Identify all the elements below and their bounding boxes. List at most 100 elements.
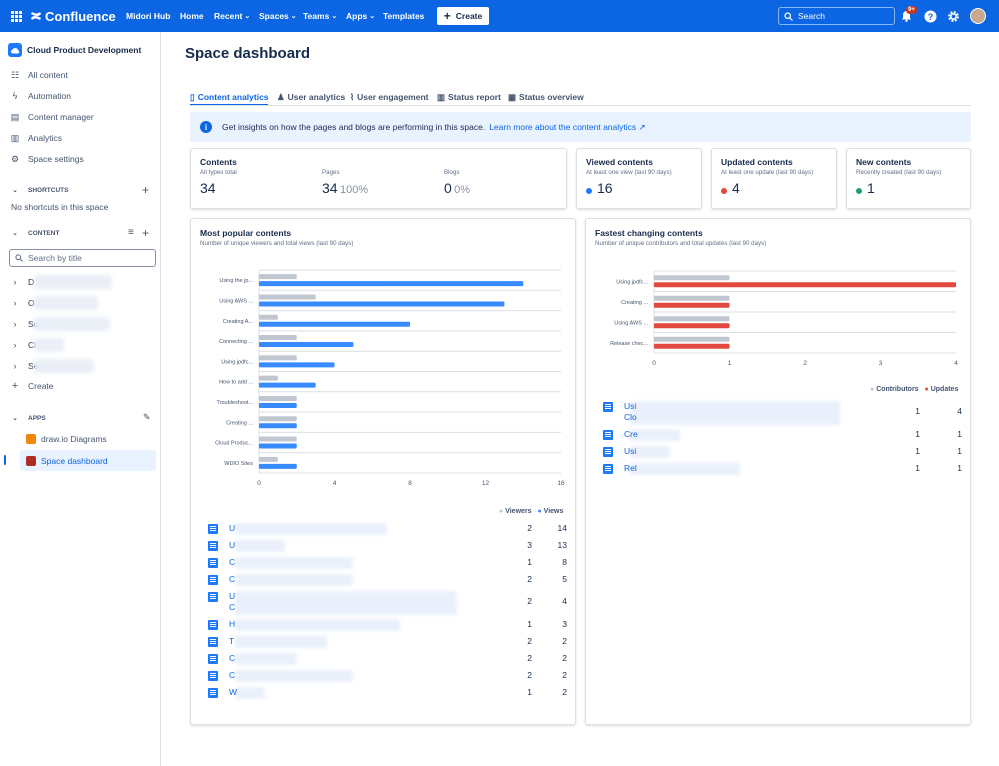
bar-updates[interactable] — [654, 282, 956, 288]
content-title-link[interactable]: Rel — [624, 463, 637, 473]
user-avatar[interactable] — [970, 8, 986, 24]
filter-icon[interactable]: ≡ — [128, 227, 134, 238]
content-title-link[interactable]: Usi — [624, 446, 637, 456]
sidebar-item-automation[interactable]: ϟ Automation — [8, 87, 156, 105]
add-content-icon[interactable]: + — [142, 226, 150, 240]
notifications-icon[interactable] — [901, 0, 912, 32]
bar-viewers[interactable] — [259, 274, 297, 280]
bar-viewers[interactable] — [259, 416, 297, 422]
space-header[interactable]: Cloud Product Development — [8, 41, 156, 59]
content-title-link[interactable]: Clo — [624, 412, 637, 422]
bar-updates[interactable] — [654, 343, 730, 349]
content-title-link[interactable]: C — [229, 653, 236, 663]
tree-item[interactable]: › D — [8, 273, 156, 291]
bar-views[interactable] — [259, 321, 410, 327]
tab-label: Status overview — [519, 92, 584, 102]
bar-contributors[interactable] — [654, 295, 730, 301]
content-title-link[interactable]: U — [229, 591, 236, 601]
nav-home[interactable]: Home — [180, 0, 204, 32]
blurred-title — [235, 670, 353, 682]
y-tick-label: Using AWS ... — [219, 298, 253, 304]
add-shortcut-icon[interactable]: + — [142, 183, 150, 197]
bar-views[interactable] — [259, 281, 524, 287]
shortcuts-section-header[interactable]: ⌄ SHORTCUTS — [8, 186, 68, 195]
tree-item[interactable]: › Su — [8, 315, 156, 333]
sidebar: Cloud Product Development ☷ All content ϟ… — [0, 32, 161, 766]
bar-views[interactable] — [259, 362, 335, 368]
bar-views[interactable] — [259, 382, 316, 388]
tree-item[interactable]: › Se — [8, 357, 156, 375]
content-title-link[interactable]: W — [229, 687, 238, 697]
page-icon — [208, 620, 218, 630]
content-title-link[interactable]: C — [229, 670, 236, 680]
search-input[interactable]: Search — [778, 7, 895, 25]
bar-updates[interactable] — [654, 323, 730, 329]
sidebar-item-content-manager[interactable]: ▤ Content manager — [8, 108, 156, 126]
bar-viewers[interactable] — [259, 395, 297, 401]
content-section-header[interactable]: ⌄ CONTENT — [8, 229, 59, 238]
confluence-logo[interactable]: Confluence — [30, 0, 116, 32]
nav-teams[interactable]: Teams ⌄ — [303, 0, 337, 32]
bar-views[interactable] — [259, 301, 505, 307]
metric-value: 14 — [557, 523, 567, 533]
tab-user-engagement[interactable]: ⌇ User engagement — [350, 90, 429, 104]
bar-contributors[interactable] — [654, 316, 730, 322]
content-title-link[interactable]: U — [229, 523, 236, 533]
content-title-link[interactable]: Cre — [624, 429, 638, 439]
tab-status-report[interactable]: ▥ Status report — [437, 90, 501, 104]
sidebar-item-all-content[interactable]: ☷ All content — [8, 66, 156, 84]
nav-midori-hub[interactable]: Midori Hub — [126, 0, 170, 32]
tab-user-analytics[interactable]: ♟ User analytics — [277, 90, 345, 104]
bar-viewers[interactable] — [259, 355, 297, 361]
page-icon — [603, 447, 613, 457]
most-popular-card: Most popular contents Number of unique v… — [190, 218, 576, 725]
bar-contributors[interactable] — [654, 336, 730, 342]
bar-viewers[interactable] — [259, 456, 278, 462]
sidebar-create-item[interactable]: + Create — [8, 377, 156, 395]
create-button[interactable]: + Create — [437, 7, 489, 25]
x-tick-label: 12 — [482, 480, 490, 487]
bar-views[interactable] — [259, 463, 297, 469]
help-icon[interactable]: ? — [924, 0, 937, 32]
tab-content-analytics[interactable]: ▯ Content analytics — [190, 90, 269, 104]
bar-updates[interactable] — [654, 302, 730, 308]
app-drawio[interactable]: draw.io Diagrams — [26, 430, 156, 448]
tree-item[interactable]: › Cl — [8, 336, 156, 354]
content-search-input[interactable]: Search by title — [9, 249, 156, 267]
bar-contributors[interactable] — [654, 275, 730, 281]
bar-views[interactable] — [259, 402, 297, 408]
bar-viewers[interactable] — [259, 294, 316, 300]
tree-item[interactable]: › O — [8, 294, 156, 312]
metric-value: 1 — [915, 429, 920, 439]
nav-apps[interactable]: Apps ⌄ — [346, 0, 375, 32]
metric-value: 1 — [915, 463, 920, 473]
bar-views[interactable] — [259, 423, 297, 429]
bar-viewers[interactable] — [259, 375, 278, 381]
tab-status-overview[interactable]: ▦ Status overview — [508, 90, 584, 104]
content-title-link[interactable]: H — [229, 619, 236, 629]
settings-gear-icon[interactable] — [947, 0, 960, 32]
banner-link[interactable]: Learn more about the content analytics ↗ — [489, 121, 646, 132]
nav-spaces[interactable]: Spaces ⌄ — [259, 0, 297, 32]
nav-recent[interactable]: Recent ⌄ — [214, 0, 250, 32]
sidebar-item-analytics[interactable]: ▥ Analytics — [8, 129, 156, 147]
content-title-link[interactable]: C — [229, 557, 236, 567]
chevron-down-icon: ⌄ — [369, 13, 376, 20]
page-icon — [208, 688, 218, 698]
edit-pencil-icon[interactable]: ✎ — [143, 412, 151, 422]
content-title-link[interactable]: U — [229, 540, 236, 550]
apps-section-header[interactable]: ⌄ APPS — [8, 414, 45, 423]
app-space-dashboard[interactable]: Space dashboard — [20, 450, 156, 471]
app-switcher-icon[interactable] — [11, 0, 22, 32]
bar-viewers[interactable] — [259, 436, 297, 442]
bar-views[interactable] — [259, 342, 354, 348]
content-title-link[interactable]: C — [229, 602, 236, 612]
bar-views[interactable] — [259, 443, 297, 449]
content-title-link[interactable]: C — [229, 574, 236, 584]
bar-viewers[interactable] — [259, 335, 297, 341]
bar-viewers[interactable] — [259, 314, 278, 320]
content-title-link[interactable]: T — [229, 636, 235, 646]
nav-templates[interactable]: Templates — [383, 0, 424, 32]
content-title-link[interactable]: Usi — [624, 401, 637, 411]
sidebar-item-space-settings[interactable]: ⚙ Space settings — [8, 150, 156, 168]
